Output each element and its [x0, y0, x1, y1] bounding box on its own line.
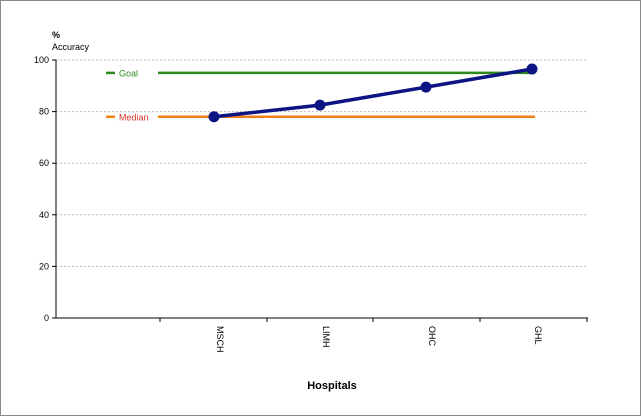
y-axis-label: Accuracy [52, 42, 90, 52]
data-point [208, 111, 220, 123]
y-tick-label: 80 [39, 107, 49, 117]
series-line [213, 67, 533, 119]
x-axis-label: Hospitals [307, 380, 357, 392]
y-tick-label: 100 [34, 55, 49, 65]
ref-label-median: Median [119, 112, 149, 122]
ref-label-goal: Goal [119, 68, 138, 78]
y-axis-symbol: % [52, 30, 60, 40]
data-point [526, 63, 538, 75]
data-point [420, 81, 432, 93]
data-point [314, 99, 326, 111]
y-tick-label: 40 [39, 210, 49, 220]
y-tick-label: 0 [44, 313, 49, 323]
x-tick-label: MSCH [215, 326, 225, 353]
y-tick-label: 20 [39, 261, 49, 271]
y-tick-label: 60 [39, 158, 49, 168]
x-tick-label: LIMH [321, 326, 331, 348]
x-tick-label: GHL [533, 326, 543, 345]
x-tick-label: OHC [427, 326, 437, 347]
